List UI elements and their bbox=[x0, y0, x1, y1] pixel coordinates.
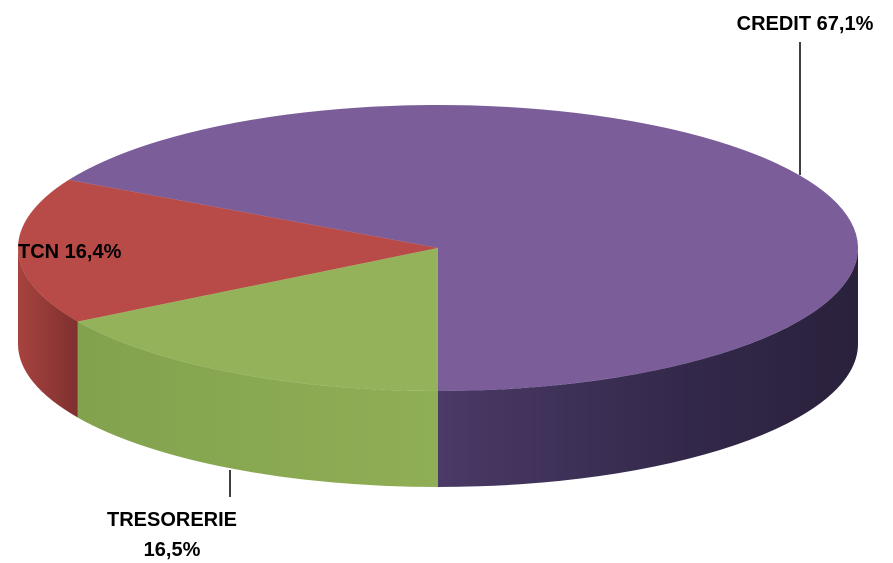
pie-side-credit bbox=[438, 248, 858, 487]
pie-slice-credit bbox=[68, 105, 859, 392]
data-label-tresorerie-value: 16,5% bbox=[144, 539, 201, 561]
pie-sides bbox=[18, 248, 858, 487]
pie-slice-tresorerie bbox=[18, 179, 439, 322]
pie-side-tcn bbox=[77, 321, 438, 487]
pie-side-tresorerie bbox=[18, 248, 78, 418]
pie-slice-tcn bbox=[77, 248, 438, 391]
data-label-credit: CREDIT 67,1% bbox=[737, 13, 874, 35]
pie-tops bbox=[18, 105, 859, 392]
pie-labels: CREDIT 67,1% TRESORERIE 16,5% TCN 16,4% bbox=[18, 13, 874, 561]
data-label-tcn: TCN 16,4% bbox=[18, 241, 122, 263]
data-label-tresorerie: TRESORERIE bbox=[107, 509, 237, 531]
